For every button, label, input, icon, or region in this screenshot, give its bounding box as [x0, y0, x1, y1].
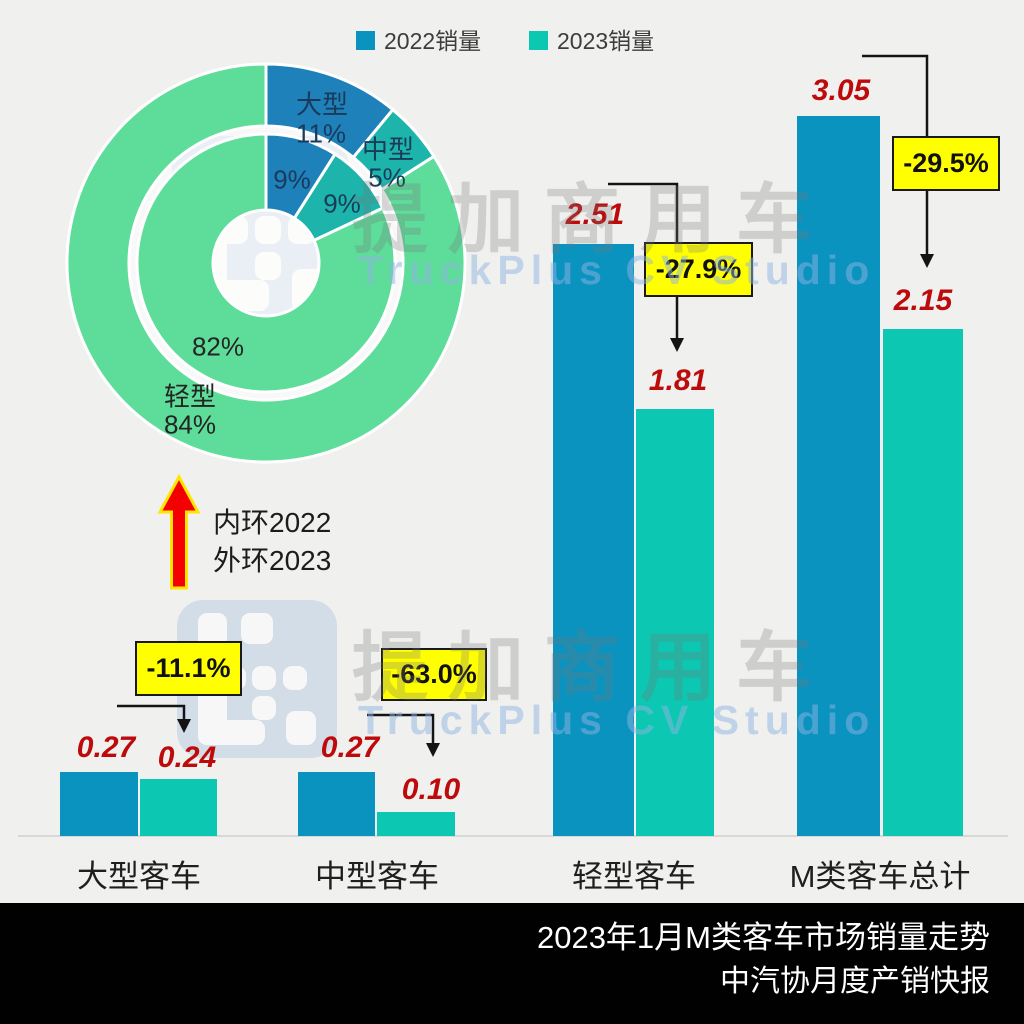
bar-value-label: 0.27: [76, 731, 136, 764]
change-callout: -27.9%: [644, 242, 753, 297]
bar-value-label: 2.51: [565, 198, 625, 231]
legend-label-2022: 2022销量: [384, 28, 482, 54]
legend-swatch-2023: [529, 30, 548, 50]
bar-2023-1: [377, 812, 455, 836]
bar-value-label: 2.15: [893, 284, 953, 317]
category-label: 大型客车: [77, 859, 201, 894]
bar-2022-0: [60, 772, 138, 836]
footer-title-bar: 2023年1月M类客车市场销量走势 中汽协月度产销快报: [0, 903, 1024, 1024]
bar-2023-0: [140, 779, 217, 836]
bar-2022-1: [298, 772, 375, 836]
bar-value-label: 1.81: [648, 364, 708, 397]
donut-label: 轻型: [163, 381, 217, 412]
bar-value-label: 0.24: [157, 741, 217, 774]
arrowhead-icon: [920, 254, 934, 268]
donut-label: 5%: [368, 162, 406, 193]
donut-label: 大型: [295, 89, 349, 120]
bar-value-label: 3.05: [811, 74, 871, 107]
category-label: 轻型客车: [572, 859, 696, 894]
donut-label: 84%: [163, 409, 217, 440]
donut-label: 9%: [273, 164, 311, 195]
change-callout: -11.1%: [135, 641, 242, 696]
bar-value-label: 0.27: [320, 731, 380, 764]
donut-label: 11%: [295, 118, 347, 149]
category-label: M类客车总计: [789, 859, 971, 894]
arrowhead-icon: [426, 743, 440, 757]
baseline-axis: [18, 835, 1008, 837]
truckplus-logo-icon: [172, 136, 348, 326]
legend-swatch-2022: [356, 30, 375, 50]
change-callout: -63.0%: [381, 648, 487, 701]
donut-note-inner-ring: 内环2022: [213, 507, 332, 538]
chart-title: 2023年1月M类客车市场销量走势: [536, 920, 990, 955]
connector-line: [117, 704, 186, 721]
change-callout: -29.5%: [892, 136, 1000, 191]
donut-label: 中型: [361, 134, 415, 165]
bar-2023-2: [636, 409, 714, 836]
legend-label-2023: 2023销量: [557, 28, 655, 54]
truckplus-logo-icon: [177, 600, 337, 758]
arrowhead-icon: [670, 338, 684, 352]
chart-subtitle: 中汽协月度产销快报: [720, 964, 990, 998]
bar-2022-2: [553, 244, 634, 836]
legend-item-2022: 2022销量: [356, 22, 481, 56]
bar-2023-3: [883, 329, 963, 836]
category-label: 中型客车: [315, 859, 439, 894]
donut-label: 9%: [323, 188, 361, 219]
donut-note-outer-ring: 外环2023: [213, 545, 332, 576]
bar-2022-3: [797, 116, 880, 836]
donut-label: 82%: [191, 331, 245, 362]
bar-value-label: 0.10: [401, 773, 461, 806]
legend-item-2023: 2023销量: [529, 22, 654, 56]
